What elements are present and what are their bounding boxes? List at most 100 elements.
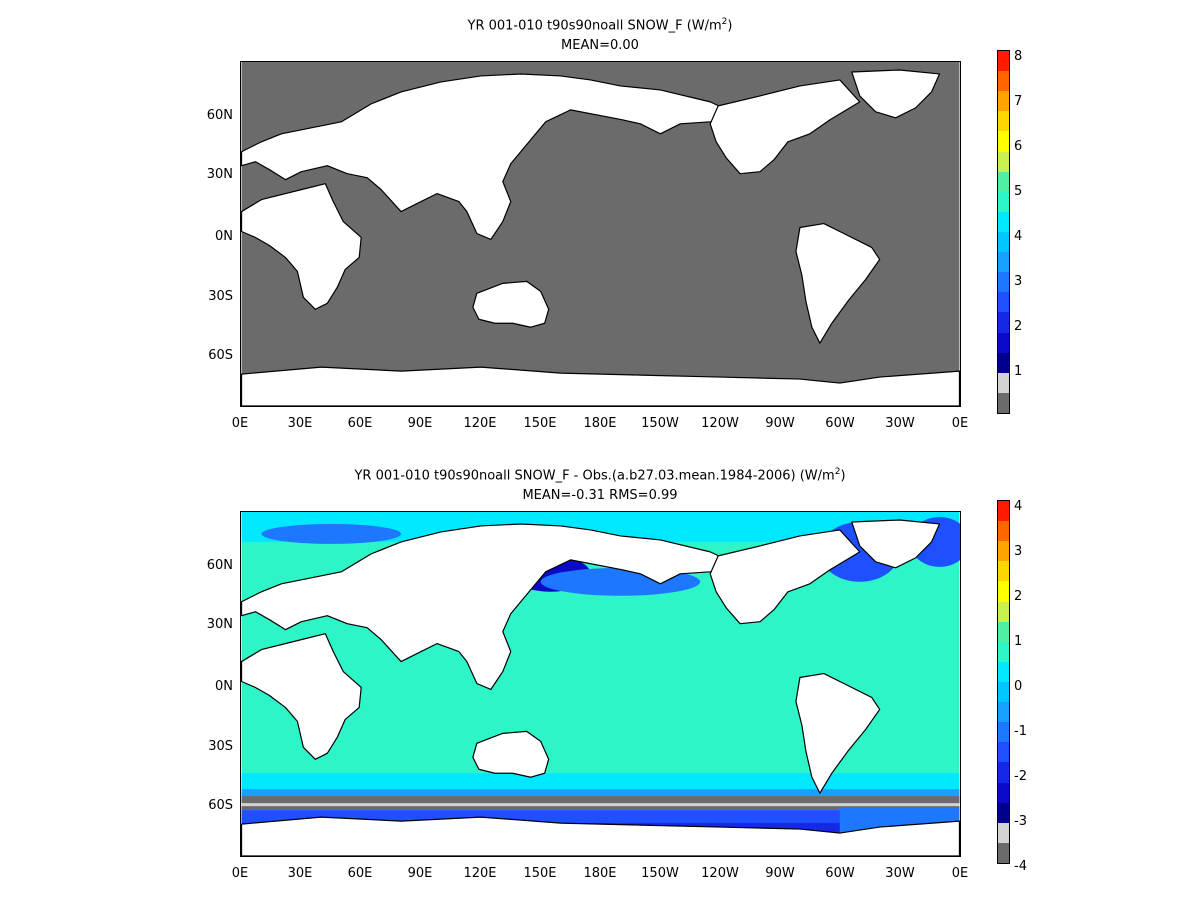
lon-label: 120W [701, 866, 739, 881]
title-superscript: 2 [834, 467, 841, 477]
colorbar-label: 5 [1014, 184, 1023, 199]
colorbar-swatch [998, 661, 1009, 682]
colorbar-swatch [998, 111, 1009, 132]
colorbar-label: 8 [1014, 49, 1023, 64]
colorbar-label: 2 [1014, 589, 1023, 604]
colorbar-swatch [998, 231, 1009, 253]
lon-label: 120E [463, 866, 497, 881]
colorbar-swatch [998, 581, 1009, 602]
colorbar-label: -3 [1014, 814, 1027, 829]
lon-label: 150E [523, 416, 557, 431]
lat-label: 60N [206, 108, 233, 123]
colorbar-swatch [998, 171, 1009, 192]
colorbar-label: 1 [1014, 364, 1023, 379]
anomaly-band [241, 803, 960, 807]
colorbar-swatch [998, 762, 1009, 783]
lat-label: 30S [208, 289, 233, 304]
landmass [241, 73, 741, 241]
colorbar-swatch [998, 151, 1009, 172]
colorbar-label: 4 [1014, 229, 1023, 244]
title-text: YR 001-010 t90s90noall SNOW_F - Obs.(a.b… [354, 468, 835, 484]
world-map [241, 62, 960, 406]
panel-title: YR 001-010 t90s90noall SNOW_F (W/m2) [0, 14, 1200, 34]
colorbar [997, 50, 1010, 414]
panel-top: YR 001-010 t90s90noall SNOW_F (W/m2) MEA… [0, 14, 1200, 431]
landmass [851, 69, 941, 119]
lon-label: 120W [701, 416, 739, 431]
lat-label: 0N [215, 679, 233, 694]
map-frame [240, 61, 961, 407]
colorbar-swatch [998, 742, 1009, 763]
colorbar-swatch [998, 641, 1009, 662]
colorbar-swatch [998, 211, 1009, 232]
colorbar-label: 1 [1014, 634, 1023, 649]
lat-label: 30S [208, 739, 233, 754]
lon-label: 30W [885, 866, 915, 881]
lon-label: 0E [231, 866, 249, 881]
panel-title: YR 001-010 t90s90noall SNOW_F - Obs.(a.b… [0, 464, 1200, 484]
colorbar-swatch [998, 681, 1009, 703]
panel-stats: MEAN=-0.31 RMS=0.99 [522, 488, 678, 503]
anomaly-patch [261, 523, 402, 544]
lon-label: 30W [885, 416, 915, 431]
colorbar-swatch [998, 501, 1009, 522]
landmass [241, 366, 960, 406]
lon-label: 90W [765, 416, 795, 431]
title-text: YR 001-010 t90s90noall SNOW_F (W/m [467, 18, 722, 34]
lon-label: 60E [347, 866, 373, 881]
anomaly-band [241, 773, 960, 792]
colorbar-swatch [998, 51, 1009, 72]
colorbar-swatch [998, 312, 1009, 333]
lon-label: 150E [523, 866, 557, 881]
colorbar-swatch [998, 521, 1009, 542]
colorbar-swatch [998, 842, 1009, 863]
colorbar-swatch [998, 822, 1009, 843]
colorbar-swatch [998, 352, 1009, 373]
landmasses [241, 519, 960, 856]
colorbar-swatch [998, 621, 1009, 642]
colorbar-swatch [998, 722, 1009, 743]
map-frame [240, 511, 961, 857]
lat-label: 60S [208, 798, 233, 813]
colorbar-swatch [998, 332, 1009, 353]
landmass [472, 280, 550, 328]
lon-label: 60W [825, 416, 855, 431]
colorbar-swatch [998, 601, 1009, 622]
colorbar [997, 500, 1010, 864]
lat-label: 0N [215, 229, 233, 244]
colorbar-label: 4 [1014, 499, 1023, 514]
lon-label: 90E [407, 416, 433, 431]
colorbar-swatch [998, 372, 1009, 393]
colorbar-label: -4 [1014, 859, 1027, 874]
colorbar-swatch [998, 561, 1009, 582]
landmass [851, 519, 941, 569]
landmass [241, 523, 741, 691]
lon-label: 150W [641, 866, 679, 881]
lon-label: 150W [641, 416, 679, 431]
colorbar-swatch [998, 191, 1009, 212]
landmasses [241, 69, 960, 406]
lon-label: 0E [231, 416, 249, 431]
colorbar-swatch [998, 272, 1009, 293]
colorbar-swatch [998, 702, 1009, 723]
colorbar-label: 2 [1014, 319, 1023, 334]
colorbar-swatch [998, 131, 1009, 152]
lon-label: 30E [287, 866, 313, 881]
lat-label: 60N [206, 558, 233, 573]
lon-label: 90E [407, 866, 433, 881]
colorbar-swatch [998, 252, 1009, 273]
title-suffix: ) [840, 468, 846, 484]
colorbar-label: -2 [1014, 769, 1027, 784]
lon-label: 60E [347, 416, 373, 431]
landmass [241, 183, 362, 310]
colorbar-swatch [998, 292, 1009, 313]
lon-label: 60W [825, 866, 855, 881]
colorbar-swatch [998, 782, 1009, 803]
title-superscript: 2 [721, 17, 728, 27]
lat-label: 30N [206, 617, 233, 632]
colorbar-label: 6 [1014, 139, 1023, 154]
colorbar-label: 7 [1014, 94, 1023, 109]
landmass [241, 633, 362, 760]
colorbar-label: 0 [1014, 679, 1023, 694]
lon-label: 0E [951, 866, 969, 881]
